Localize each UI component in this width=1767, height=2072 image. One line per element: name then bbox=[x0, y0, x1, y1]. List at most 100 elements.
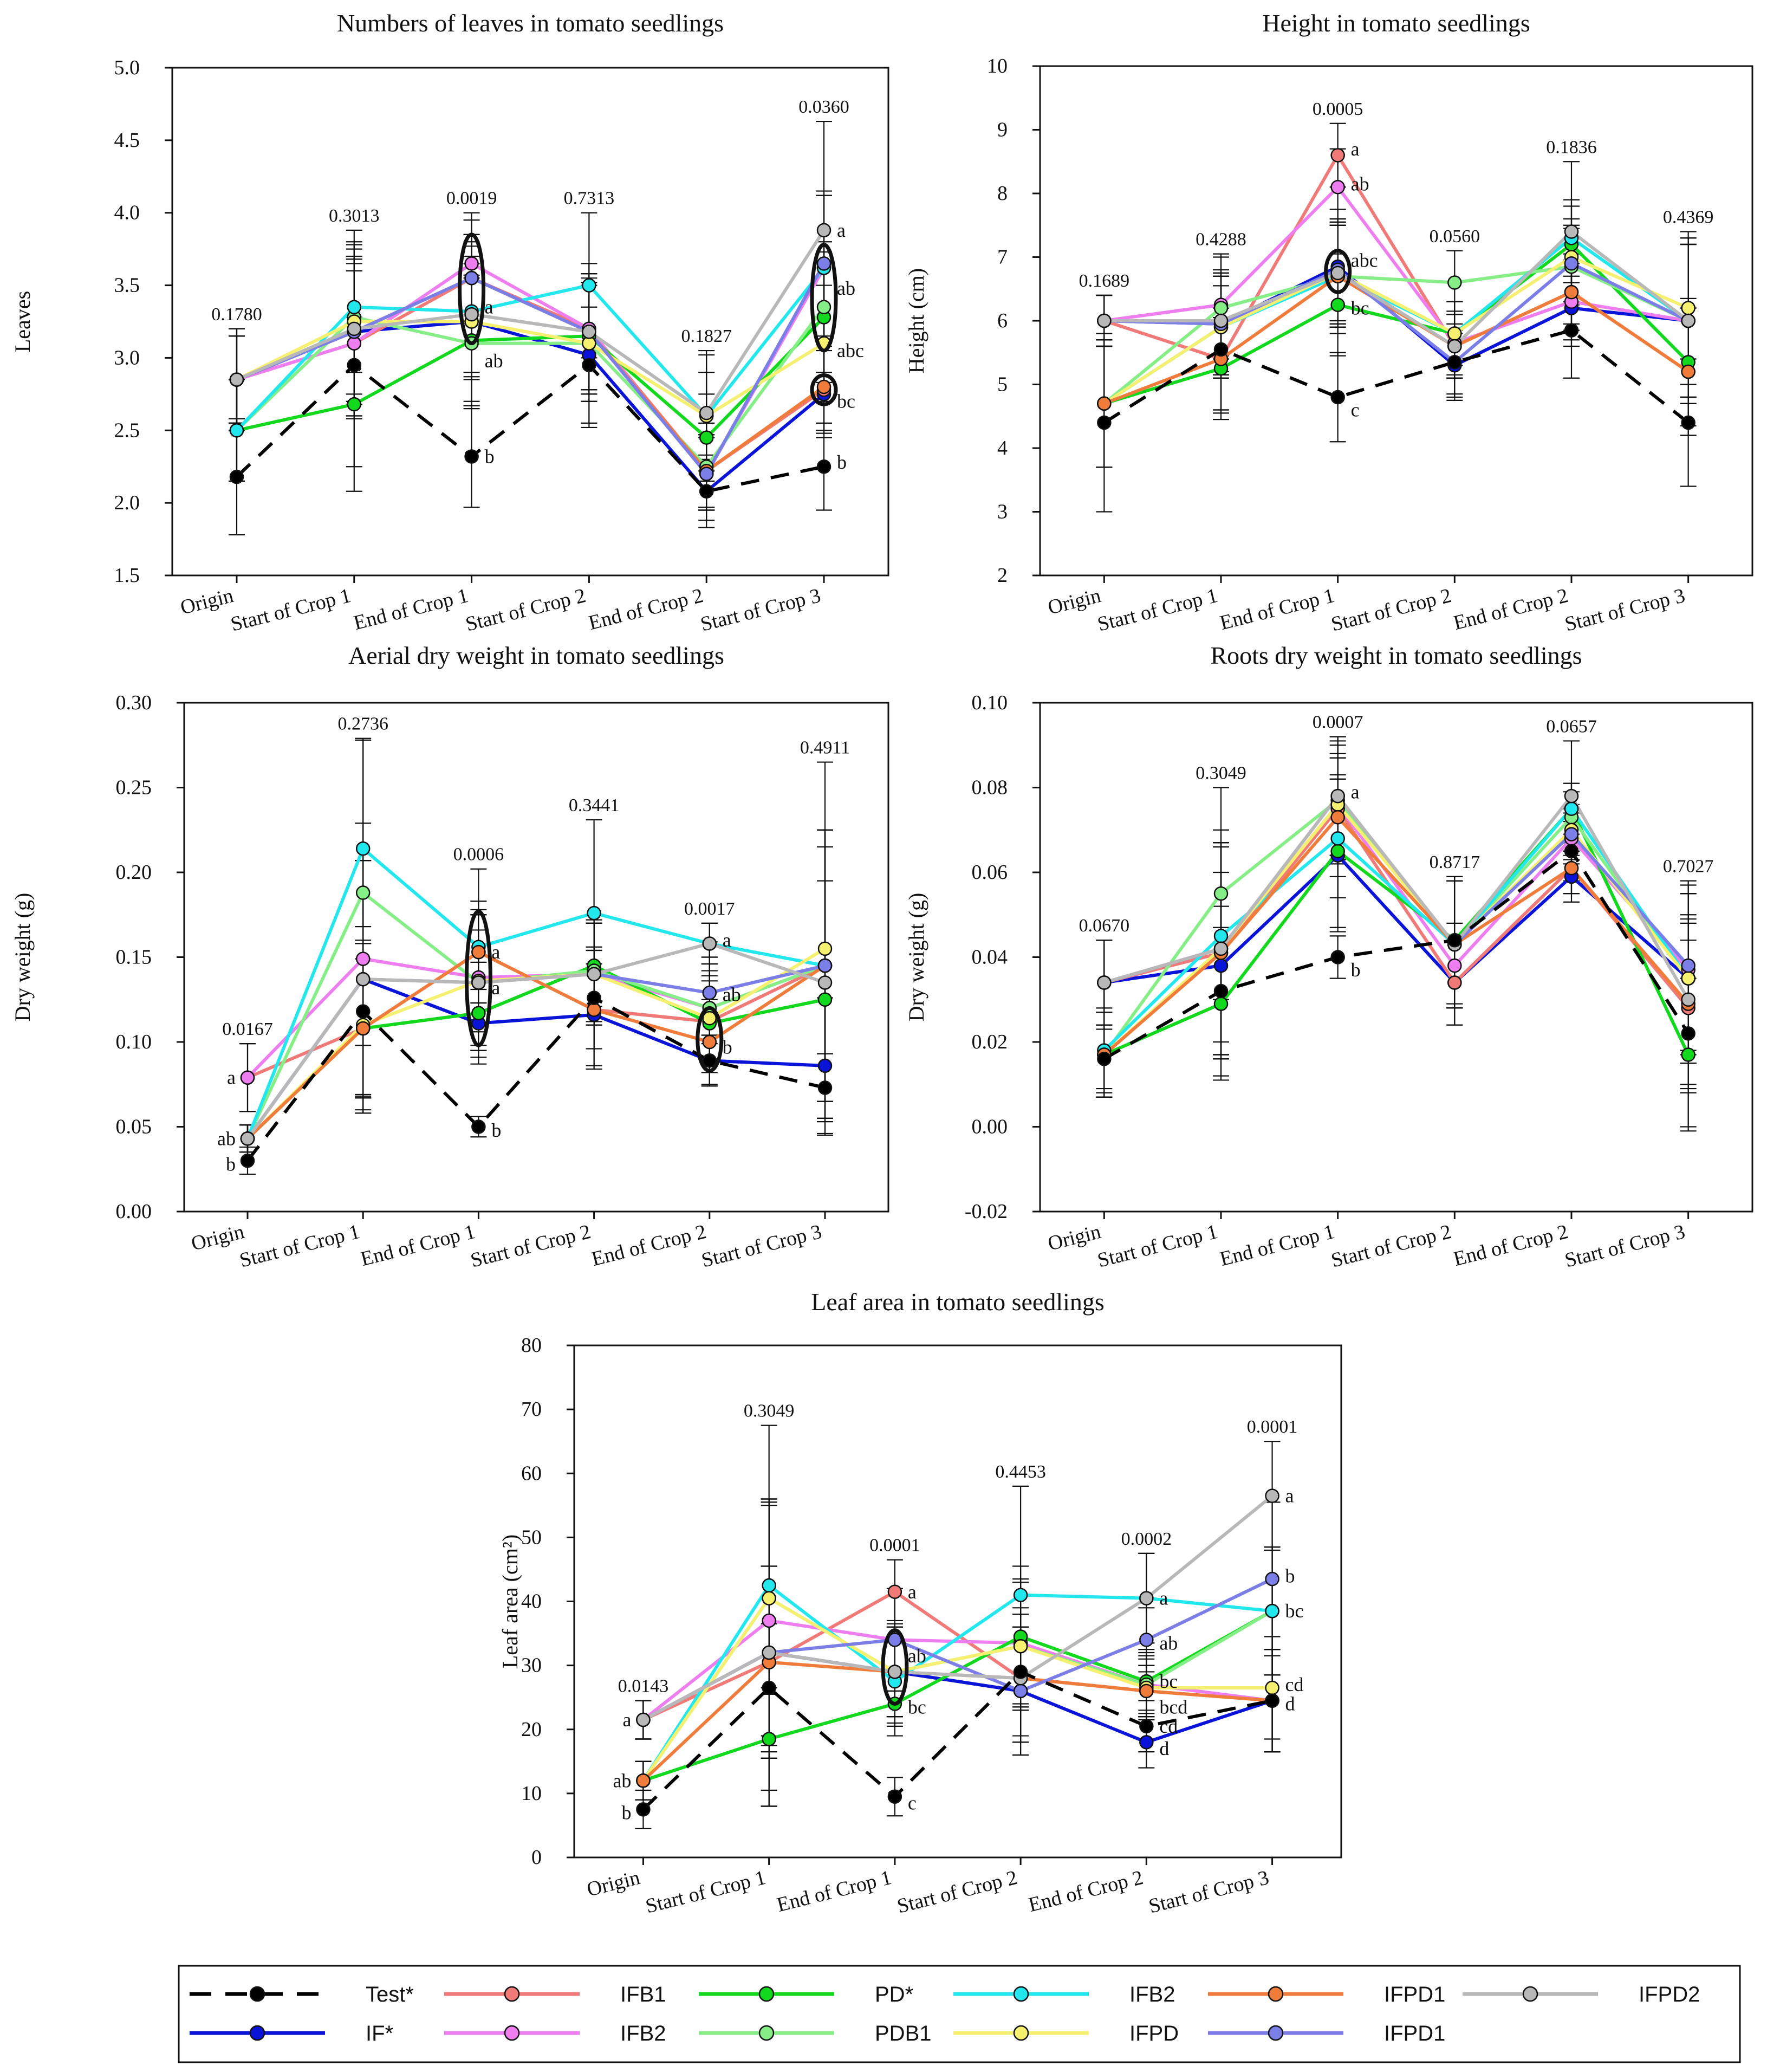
data-point-ifpd2 bbox=[347, 321, 362, 336]
chart-title: Leaf area in tomato seedlings bbox=[811, 1288, 1105, 1316]
data-point-ifpd2 bbox=[887, 1665, 902, 1679]
y-axis-label: Dry weight (g) bbox=[904, 893, 928, 1022]
data-point-ifpd2 bbox=[1564, 788, 1579, 804]
legend-marker bbox=[1013, 1986, 1029, 2002]
legend-label: IFB2 bbox=[620, 2022, 666, 2045]
significance-letter: ab bbox=[1351, 173, 1369, 195]
highlight-ellipse bbox=[810, 243, 838, 353]
y-tick-label: 0.04 bbox=[972, 946, 1008, 969]
x-tick-label: End of Crop 1 bbox=[775, 1866, 894, 1916]
data-point-test bbox=[1139, 1719, 1154, 1734]
data-point-ifb2c bbox=[1564, 801, 1579, 816]
p-value-label: 0.1689 bbox=[1079, 271, 1130, 291]
significance-letter: c bbox=[1351, 399, 1360, 421]
significance-letter: bc bbox=[837, 391, 855, 412]
data-point-ifpd2 bbox=[1213, 941, 1229, 956]
legend-marker bbox=[758, 1986, 775, 2002]
highlight-ellipse bbox=[464, 909, 492, 1047]
series-line-test bbox=[1103, 849, 1690, 1060]
significance-letter: bc bbox=[908, 1696, 926, 1718]
significance-letter: a bbox=[837, 219, 846, 241]
data-point-ifpd1p bbox=[464, 270, 479, 286]
significance-letter: bcd bbox=[1159, 1696, 1187, 1718]
y-axis-label: Leaf area (cm²) bbox=[498, 1534, 522, 1668]
p-value-label: 0.0001 bbox=[1247, 1417, 1298, 1437]
x-tick-label: Start of Crop 2 bbox=[1329, 584, 1453, 636]
x-tick-label: Start of Crop 1 bbox=[1095, 584, 1220, 636]
legend-marker bbox=[1013, 2025, 1029, 2041]
data-point-ifpd2 bbox=[229, 372, 244, 387]
significance-letter: a bbox=[723, 929, 731, 951]
series-line-ifpd2 bbox=[1103, 794, 1690, 1001]
significance-letter: a bbox=[1351, 781, 1360, 802]
y-tick-label: 40 bbox=[521, 1590, 542, 1613]
data-point-ifpd2 bbox=[699, 405, 714, 420]
data-point-ifb2 bbox=[355, 951, 371, 966]
data-point-ifb2c bbox=[347, 300, 362, 314]
data-point-if bbox=[1213, 958, 1229, 973]
legend-label: IFPD1 bbox=[1384, 2022, 1445, 2045]
data-point-if bbox=[1139, 1735, 1154, 1750]
p-value-label: 0.0670 bbox=[1079, 916, 1130, 936]
x-tick-label: Start of Crop 3 bbox=[1562, 1220, 1687, 1272]
y-tick-label: 5.0 bbox=[114, 56, 140, 79]
data-point-ifb2c bbox=[1213, 929, 1229, 943]
p-value-label: 0.3013 bbox=[329, 206, 380, 226]
significance-letter: b bbox=[1285, 1565, 1295, 1587]
data-point-ifpd1o bbox=[1681, 364, 1695, 379]
data-point-ifpd1p bbox=[1564, 827, 1579, 841]
data-point-test bbox=[1013, 1665, 1028, 1679]
data-point-ifb2c bbox=[229, 423, 244, 438]
data-point-ifpd1o bbox=[1097, 396, 1112, 411]
series-line-ifb1 bbox=[246, 950, 826, 1079]
y-tick-label: 4.5 bbox=[114, 129, 140, 152]
data-point-ifpd2 bbox=[471, 975, 486, 990]
series-line-ifpd2 bbox=[642, 1494, 1274, 1721]
p-value-label: 0.1780 bbox=[211, 305, 262, 325]
legend-marker bbox=[1268, 2025, 1284, 2041]
data-point-ifb2 bbox=[1447, 958, 1462, 973]
significance-letter: a bbox=[622, 1709, 631, 1731]
data-point-test bbox=[1564, 323, 1579, 338]
p-value-label: 0.1827 bbox=[681, 326, 732, 346]
x-tick-label: Start of Crop 1 bbox=[643, 1866, 768, 1918]
data-point-pd bbox=[762, 1732, 776, 1746]
highlight-ellipse bbox=[696, 1006, 724, 1073]
data-point-ifpd2 bbox=[636, 1712, 651, 1727]
significance-letter: a bbox=[491, 941, 500, 963]
x-tick-label: Start of Crop 2 bbox=[1329, 1220, 1453, 1272]
y-tick-label: 2 bbox=[997, 564, 1008, 587]
x-tick-label: Start of Crop 1 bbox=[229, 584, 353, 636]
data-point-ifpd1o bbox=[355, 1021, 371, 1036]
series-line-ifpd1o bbox=[1103, 274, 1690, 405]
chart-height: Height in tomato seedlings 2 3 4 5 6 7 8 9 10 Heig… bbox=[904, 9, 1753, 636]
significance-letter: a bbox=[1351, 138, 1360, 160]
series-line-ifb1 bbox=[236, 276, 825, 473]
highlight-ellipse bbox=[810, 373, 838, 406]
data-point-ifb2c bbox=[587, 905, 601, 921]
data-point-ifpd2 bbox=[1681, 992, 1695, 1007]
data-point-test bbox=[1330, 950, 1345, 964]
p-value-label: 0.0167 bbox=[222, 1019, 273, 1039]
x-tick-label: End of Crop 2 bbox=[1451, 584, 1570, 634]
significance-letter: a bbox=[491, 977, 500, 999]
data-point-ifpd1o bbox=[702, 1034, 717, 1050]
series-line-ifb2c bbox=[641, 1583, 1272, 1782]
significance-letter: abc bbox=[837, 340, 864, 361]
data-point-ifpd1o bbox=[1139, 1684, 1154, 1699]
series-line-ifpd2 bbox=[236, 229, 826, 415]
y-tick-label: 1.5 bbox=[114, 564, 140, 587]
y-tick-label: 3.5 bbox=[114, 274, 140, 297]
y-tick-label: 9 bbox=[997, 119, 1008, 141]
y-axis-label: Dry weight (g) bbox=[10, 893, 35, 1022]
y-tick-label: 0.06 bbox=[972, 861, 1008, 884]
significance-letter: b bbox=[491, 1119, 501, 1141]
x-tick-label: Start of Crop 1 bbox=[237, 1220, 362, 1272]
p-value-label: 0.7313 bbox=[564, 189, 615, 209]
legend-label: PDB1 bbox=[875, 2022, 932, 2045]
legend: Test* IFB1 PD* IFB2 IFPD1 IFPD2 IF* IFB2 PDB1 IFP… bbox=[178, 1965, 1741, 2063]
y-axis-label: Height (cm) bbox=[904, 268, 928, 373]
data-point-pd bbox=[471, 1006, 486, 1021]
significance-letter: d bbox=[1285, 1693, 1295, 1715]
y-tick-label: 2.0 bbox=[114, 491, 140, 514]
